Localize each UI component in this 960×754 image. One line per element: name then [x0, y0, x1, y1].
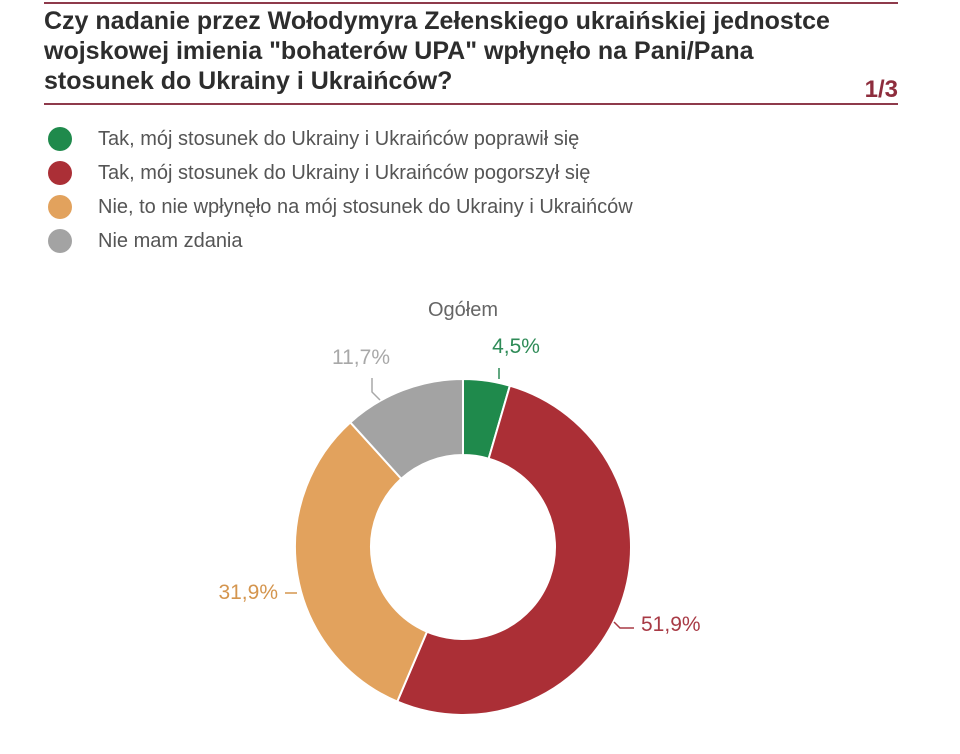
value-label-improved: 4,5%: [492, 335, 540, 358]
legend-item-no-opinion: Nie mam zdania: [48, 224, 633, 258]
page-title: Czy nadanie przez Wołodymyra Zełenskiego…: [44, 7, 830, 95]
legend-swatch-green: [48, 127, 72, 151]
value-label-no-opinion: 11,7%: [332, 346, 390, 369]
legend: Tak, mój stosunek do Ukrainy i Ukraińców…: [48, 122, 633, 258]
slice-leader-lines: [285, 368, 634, 629]
legend-label: Tak, mój stosunek do Ukrainy i Ukraińców…: [98, 161, 591, 184]
legend-label: Tak, mój stosunek do Ukrainy i Ukraińców…: [98, 127, 580, 150]
leader-line-worsened: [613, 621, 634, 629]
legend-item-improved: Tak, mój stosunek do Ukrainy i Ukraińców…: [48, 122, 633, 156]
legend-swatch-gray: [48, 229, 72, 253]
legend-item-no-effect: Nie, to nie wpłynęło na mój stosunek do …: [48, 190, 633, 224]
legend-label: Nie, to nie wpłynęło na mój stosunek do …: [98, 195, 633, 218]
legend-swatch-red: [48, 161, 72, 185]
leader-line-no-opinion: [371, 378, 381, 401]
donut-slice-worsened: [395, 384, 632, 716]
legend-label: Nie mam zdania: [98, 229, 243, 252]
legend-item-worsened: Tak, mój stosunek do Ukrainy i Ukraińców…: [48, 156, 633, 190]
slice-value-labels: 4,5% 51,9% 31,9% 11,7%: [218, 335, 700, 636]
value-label-worsened: 51,9%: [641, 613, 701, 636]
page-indicator: 1/3: [864, 76, 898, 103]
donut-slice-no-opinion: [348, 377, 464, 481]
chart-subtitle: Ogółem: [428, 299, 498, 321]
value-label-no-effect: 31,9%: [218, 581, 278, 604]
donut-slices: [294, 377, 632, 716]
legend-swatch-orange: [48, 195, 72, 219]
top-rule: [44, 2, 898, 4]
title-rule: [44, 103, 898, 105]
donut-slice-no-effect: [294, 420, 429, 703]
